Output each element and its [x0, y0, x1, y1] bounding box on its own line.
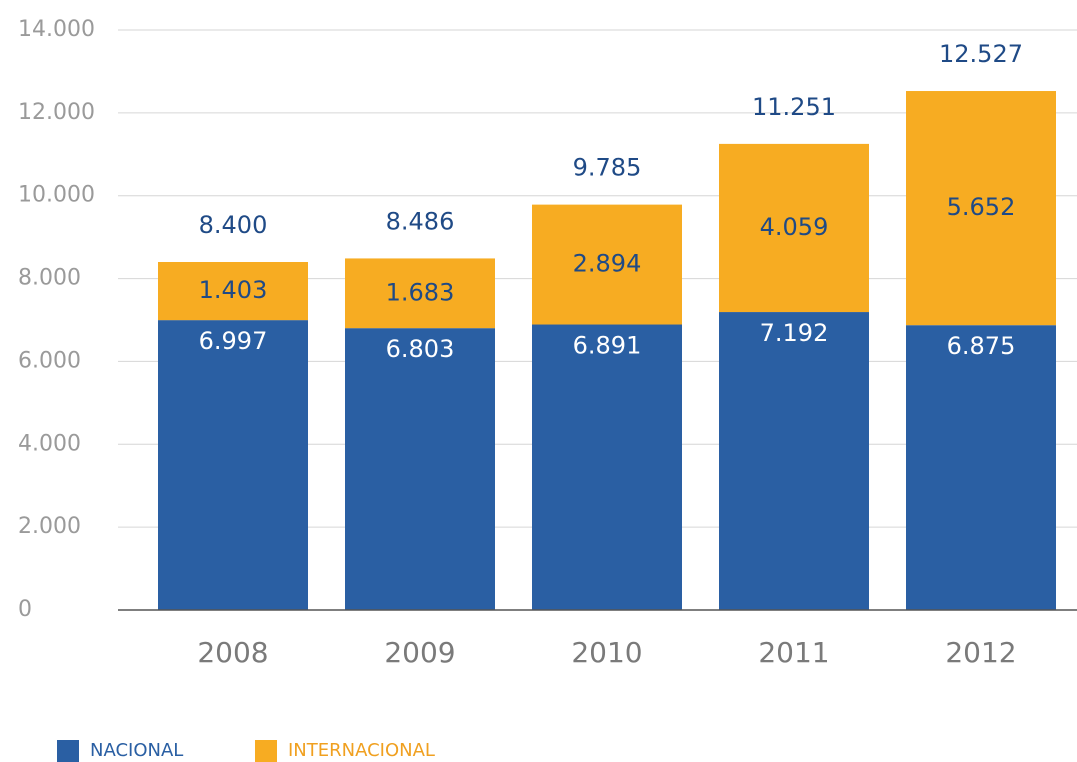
data-label: 6.875: [947, 332, 1016, 360]
y-tick-label: 0: [18, 597, 32, 622]
x-tick-label: 2012: [945, 636, 1016, 669]
y-tick-label: 12.000: [18, 100, 95, 125]
total-label: 11.251: [752, 93, 836, 121]
data-label: 6.997: [199, 327, 268, 355]
x-tick-label: 2009: [384, 636, 455, 669]
data-label: 2.894: [573, 250, 642, 278]
data-label: 6.803: [386, 335, 455, 363]
bar-segment: [345, 258, 495, 329]
total-label: 8.486: [386, 207, 455, 235]
x-tick-label: 2010: [571, 636, 642, 669]
bar-segment: [719, 312, 869, 610]
data-label: 6.891: [573, 332, 642, 360]
data-label: 1.683: [386, 278, 455, 306]
y-tick-label: 8.000: [18, 266, 81, 291]
data-label: 1.403: [199, 276, 268, 304]
x-tick-label: 2008: [197, 636, 268, 669]
legend-label: NACIONAL: [90, 740, 183, 761]
legend-swatch: [57, 740, 79, 762]
legend-label: INTERNACIONAL: [288, 740, 435, 761]
bar-segment: [532, 204, 682, 325]
y-tick-label: 6.000: [18, 348, 81, 373]
bar-segment: [158, 320, 308, 610]
data-label: 7.192: [760, 319, 829, 347]
y-tick-label: 10.000: [18, 183, 95, 208]
y-tick-label: 4.000: [18, 431, 81, 456]
bar-segment: [532, 324, 682, 610]
bar-segment: [158, 262, 308, 321]
bar-segment: [719, 143, 869, 313]
total-label: 8.400: [199, 211, 268, 239]
y-tick-label: 14.000: [18, 17, 95, 42]
bar-segment: [906, 91, 1056, 326]
x-tick-label: 2011: [758, 636, 829, 669]
legend-swatch: [255, 740, 277, 762]
y-tick-label: 2.000: [18, 514, 81, 539]
data-label: 4.059: [760, 213, 829, 241]
bar-segment: [906, 325, 1056, 610]
data-label: 5.652: [947, 193, 1016, 221]
total-label: 12.527: [939, 40, 1023, 68]
bar-segment: [345, 328, 495, 610]
total-label: 9.785: [573, 154, 642, 182]
